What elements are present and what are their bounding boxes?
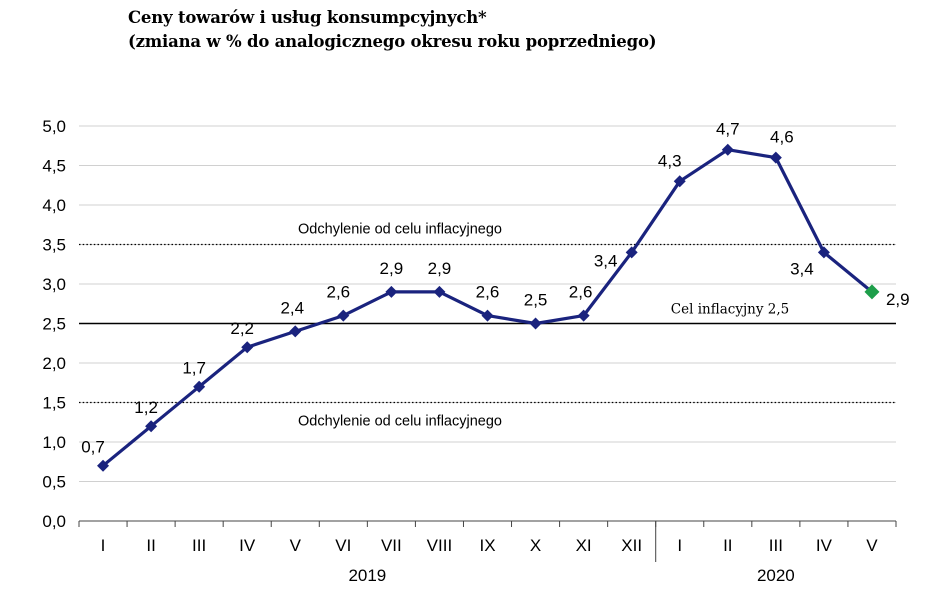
data-label: 2,4 <box>280 298 304 317</box>
series-cpi <box>97 143 880 472</box>
chart-title: Ceny towarów i usług konsumpcyjnych* <box>128 8 487 27</box>
reference-lines: Odchylenie od celu inflacyjnego Cel infla… <box>79 222 896 430</box>
x-tick-label: X <box>530 536 541 555</box>
x-tick-label: IX <box>479 536 495 555</box>
data-point-marker <box>337 309 350 322</box>
data-point-marker <box>193 380 206 393</box>
x-tick-label: V <box>866 536 878 555</box>
data-point-marker <box>481 309 494 322</box>
latest-point-marker <box>864 284 880 300</box>
x-tick-label: III <box>769 536 783 555</box>
x-tick-label: VIII <box>427 536 453 555</box>
data-labels: 0,71,21,72,22,42,62,9 2,92,6 2,5 2,63,44,34… <box>81 120 909 457</box>
data-point-marker <box>145 420 158 433</box>
y-tick-label: 1,0 <box>42 433 66 452</box>
year-label: 2019 <box>348 566 386 585</box>
x-tick-label: IV <box>239 536 256 555</box>
data-label: 2,6 <box>569 283 593 302</box>
chart-title-block: Ceny towarów i usług konsumpcyjnych* (zm… <box>128 6 657 54</box>
x-tick-label: I <box>677 536 682 555</box>
data-label: 2,9 <box>886 290 910 309</box>
data-point-marker <box>97 459 110 472</box>
data-point-marker <box>769 151 782 164</box>
y-tick-label: 1,5 <box>42 394 66 413</box>
x-tick-label: VI <box>335 536 351 555</box>
data-label: 2,6 <box>327 283 351 302</box>
target-label: Cel inflacyjny 2,5 <box>671 302 789 318</box>
x-tick-label: V <box>290 536 302 555</box>
data-point-marker <box>817 246 830 259</box>
x-tick-label: VII <box>381 536 402 555</box>
data-point-marker <box>385 285 398 298</box>
y-tick-label: 0,5 <box>42 473 66 492</box>
x-tick-label: II <box>146 536 155 555</box>
axes: 0,00,51,01,52,02,53,03,54,04,55,0I II III I… <box>42 117 897 585</box>
data-label: 3,4 <box>790 259 814 278</box>
x-tick-label: XII <box>621 536 642 555</box>
y-tick-label: 5,0 <box>42 117 66 136</box>
y-tick-label: 4,0 <box>42 196 66 215</box>
data-label: 2,6 <box>476 283 500 302</box>
y-tick-label: 2,5 <box>42 315 66 334</box>
data-point-marker <box>289 325 302 338</box>
data-label: 3,4 <box>594 251 618 270</box>
data-point-marker <box>433 285 446 298</box>
x-tick-label: I <box>101 536 106 555</box>
data-point-marker <box>625 246 638 259</box>
data-label: 0,7 <box>81 438 105 457</box>
data-label: 4,7 <box>716 120 740 139</box>
data-label: 1,7 <box>182 359 206 378</box>
x-tick-label: II <box>723 536 732 555</box>
deviation-label: Odchylenie od celu inflacyjnego <box>298 414 502 430</box>
y-tick-label: 4,5 <box>42 157 66 176</box>
x-tick-label: IV <box>816 536 833 555</box>
data-point-marker <box>529 317 542 330</box>
data-point-marker <box>241 341 254 354</box>
data-label: 2,9 <box>428 259 452 278</box>
data-point-marker <box>577 309 590 322</box>
x-tick-label: III <box>192 536 206 555</box>
data-label: 1,2 <box>134 398 158 417</box>
data-label: 2,5 <box>524 291 548 310</box>
y-tick-label: 3,0 <box>42 275 66 294</box>
data-label: 4,3 <box>658 151 682 170</box>
data-label: 4,6 <box>770 128 794 147</box>
data-point-marker <box>673 175 686 188</box>
y-tick-label: 0,0 <box>42 512 66 531</box>
y-tick-label: 2,0 <box>42 354 66 373</box>
data-label: 2,9 <box>380 259 404 278</box>
data-point-marker <box>721 143 734 156</box>
data-label: 2,2 <box>230 319 254 338</box>
y-tick-label: 3,5 <box>42 236 66 255</box>
x-tick-label: XI <box>576 536 592 555</box>
year-label: 2020 <box>757 566 795 585</box>
chart-subtitle: (zmiana w % do analogicznego okresu roku… <box>128 32 657 51</box>
deviation-label: Odchylenie od celu inflacyjnego <box>298 222 502 238</box>
